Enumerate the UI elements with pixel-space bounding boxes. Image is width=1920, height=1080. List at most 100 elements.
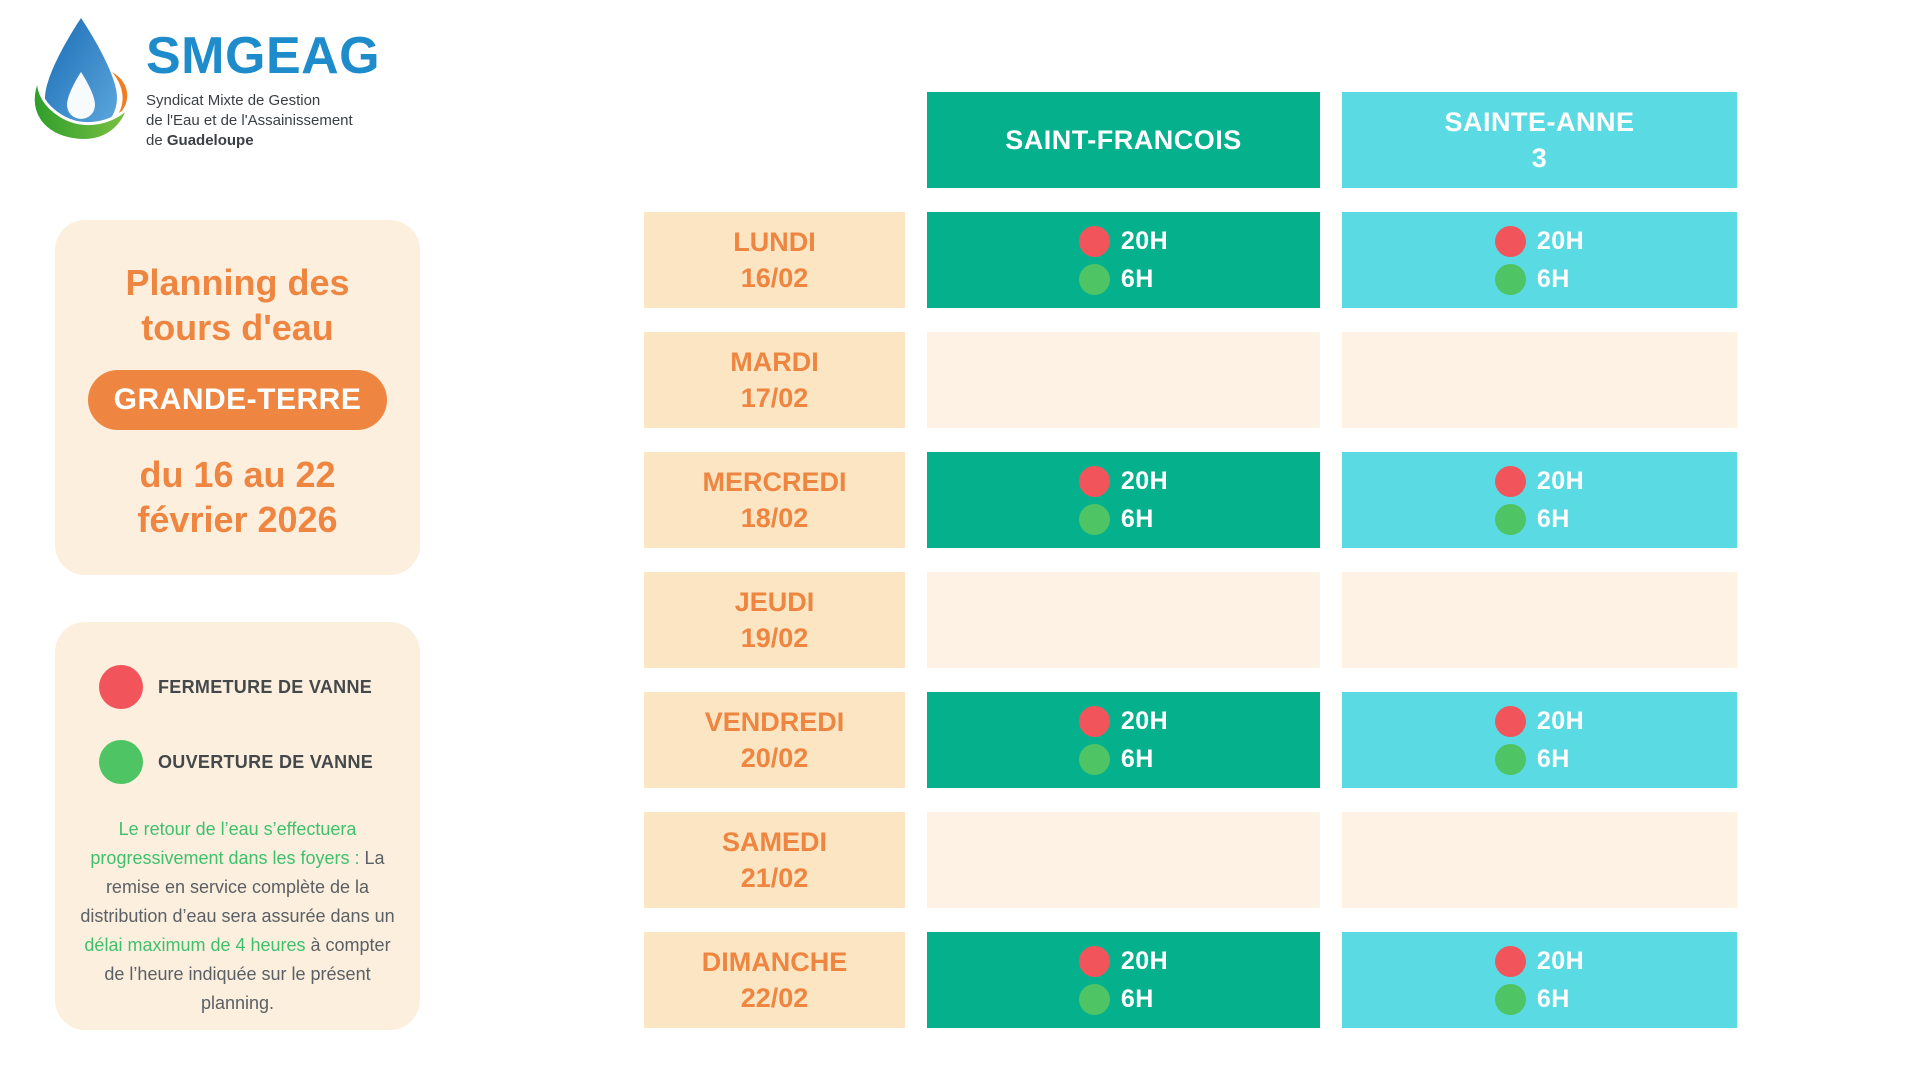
day-name: SAMEDI: [721, 826, 827, 857]
event-time: 20H: [1120, 706, 1169, 735]
event-times: 20H 6H: [1078, 705, 1169, 775]
day-name: LUNDI: [733, 226, 816, 257]
ouverture-dot-icon: [1494, 263, 1526, 295]
schedule-cell-sainte-anne-3: 20H 6H: [1342, 932, 1737, 1028]
schedule-cell-saint-francois-empty: [927, 572, 1320, 668]
fermeture-dot-icon: [1078, 945, 1110, 977]
day-date: 19/02: [740, 623, 809, 653]
event-ouverture: 6H: [1078, 983, 1154, 1015]
note-segment: à compter de l’heure indiquée sur le pré…: [104, 935, 391, 1013]
fermeture-dot-icon: [99, 665, 143, 709]
day-date: 18/02: [740, 503, 809, 533]
ouverture-dot-icon: [1494, 983, 1526, 1015]
day-date: 22/02: [740, 983, 809, 1013]
column-header-line: 3: [1531, 143, 1548, 173]
event-fermeture: 20H: [1078, 225, 1169, 257]
day-label: JEUDI 19/02: [644, 572, 905, 668]
day-name: VENDREDI: [704, 706, 845, 737]
legend-item: OUVERTURE DE VANNE: [99, 740, 408, 784]
event-time: 20H: [1536, 466, 1585, 495]
title-panel: Planning des tours d'eau GRANDE-TERRE du…: [55, 220, 420, 575]
event-fermeture: 20H: [1494, 945, 1585, 977]
day-label: VENDREDI 20/02: [644, 692, 905, 788]
event-fermeture: 20H: [1494, 225, 1585, 257]
tagline-line: Syndicat Mixte de Gestion: [146, 92, 321, 109]
schedule-cell-sainte-anne-3: 20H 6H: [1342, 692, 1737, 788]
ouverture-dot-icon: [1494, 743, 1526, 775]
day-date: 17/02: [740, 383, 809, 413]
event-time: 20H: [1536, 706, 1585, 735]
event-time: 6H: [1536, 984, 1570, 1013]
day-label: SAMEDI 21/02: [644, 812, 905, 908]
event-time: 6H: [1120, 264, 1154, 293]
header-spacer: [644, 92, 905, 188]
schedule-body: LUNDI 16/02 20H 6H 20H 6H MARDI 17/02 MERCREDI 18…: [644, 212, 1737, 1028]
event-time: 20H: [1120, 946, 1169, 975]
day-date: 20/02: [740, 743, 809, 773]
event-ouverture: 6H: [1494, 983, 1570, 1015]
event-fermeture: 20H: [1494, 465, 1585, 497]
event-ouverture: 6H: [1078, 503, 1154, 535]
schedule-row: JEUDI 19/02: [644, 572, 1737, 668]
brand-name: SMGEAG: [146, 27, 381, 85]
event-time: 20H: [1120, 466, 1169, 495]
period-label: du 16 au 22 février 2026: [137, 454, 338, 540]
smgeag-logo: SMGEAG Syndicat Mixte de Gestion de l'Ea…: [28, 14, 380, 151]
fermeture-dot-icon: [1078, 465, 1110, 497]
legend-label: OUVERTURE DE VANNE: [158, 751, 374, 772]
event-time: 20H: [1120, 226, 1169, 255]
schedule-cell-sainte-anne-3: 20H 6H: [1342, 452, 1737, 548]
fermeture-dot-icon: [1078, 225, 1110, 257]
day-label: MERCREDI 18/02: [644, 452, 905, 548]
event-time: 20H: [1536, 946, 1585, 975]
schedule-row: SAMEDI 21/02: [644, 812, 1737, 908]
event-times: 20H 6H: [1494, 225, 1585, 295]
event-time: 6H: [1536, 504, 1570, 533]
event-fermeture: 20H: [1494, 705, 1585, 737]
ouverture-dot-icon: [1078, 503, 1110, 535]
tagline-line: de l'Eau et de l'Assainissement: [146, 112, 353, 129]
page-title: Planning des tours d'eau: [125, 262, 350, 348]
event-time: 6H: [1536, 744, 1570, 773]
day-name: MERCREDI: [702, 466, 847, 497]
event-ouverture: 6H: [1078, 263, 1154, 295]
note-segment: Le retour de l’eau s’effectuera progress…: [90, 819, 360, 868]
column-header-line: SAINT-FRANCOIS: [1005, 124, 1242, 155]
fermeture-dot-icon: [1494, 705, 1526, 737]
fermeture-dot-icon: [1494, 225, 1526, 257]
event-time: 20H: [1536, 226, 1585, 255]
legend-items: FERMETURE DE VANNE OUVERTURE DE VANNE: [67, 665, 408, 784]
schedule-header-row: SAINT-FRANCOIS SAINTE-ANNE 3: [644, 92, 1737, 188]
event-time: 6H: [1120, 744, 1154, 773]
note-segment: La remise en service complète de la dist…: [80, 848, 395, 926]
day-date: 21/02: [740, 863, 809, 893]
schedule-cell-saint-francois: 20H 6H: [927, 692, 1320, 788]
region-badge: GRANDE-TERRE: [87, 370, 388, 430]
event-ouverture: 6H: [1494, 263, 1570, 295]
tagline-line: de Guadeloupe: [146, 132, 254, 149]
ouverture-dot-icon: [1078, 263, 1110, 295]
schedule-row: LUNDI 16/02 20H 6H 20H 6H: [644, 212, 1737, 308]
schedule-row: MARDI 17/02: [644, 332, 1737, 428]
schedule-row: DIMANCHE 22/02 20H 6H 20H 6H: [644, 932, 1737, 1028]
water-drop-leaf-icon: [32, 18, 131, 142]
event-time: 6H: [1120, 504, 1154, 533]
event-times: 20H 6H: [1494, 705, 1585, 775]
event-time: 6H: [1536, 264, 1570, 293]
day-name: DIMANCHE: [701, 946, 848, 977]
legend-label: FERMETURE DE VANNE: [158, 676, 373, 697]
event-times: 20H 6H: [1494, 465, 1585, 535]
column-header-sainte-anne-3: SAINTE-ANNE 3: [1342, 92, 1737, 188]
event-times: 20H 6H: [1078, 945, 1169, 1015]
day-label: MARDI 17/02: [644, 332, 905, 428]
day-name: JEUDI: [734, 586, 815, 617]
day-label: DIMANCHE 22/02: [644, 932, 905, 1028]
day-name: MARDI: [730, 346, 819, 377]
event-fermeture: 20H: [1078, 945, 1169, 977]
fermeture-dot-icon: [1078, 705, 1110, 737]
note-segment: délai maximum de 4 heures: [84, 935, 306, 955]
legend-panel: FERMETURE DE VANNE OUVERTURE DE VANNE Le …: [55, 622, 420, 1030]
schedule-cell-sainte-anne-3-empty: [1342, 332, 1737, 428]
schedule-cell-saint-francois: 20H 6H: [927, 932, 1320, 1028]
schedule-row: VENDREDI 20/02 20H 6H 20H 6H: [644, 692, 1737, 788]
